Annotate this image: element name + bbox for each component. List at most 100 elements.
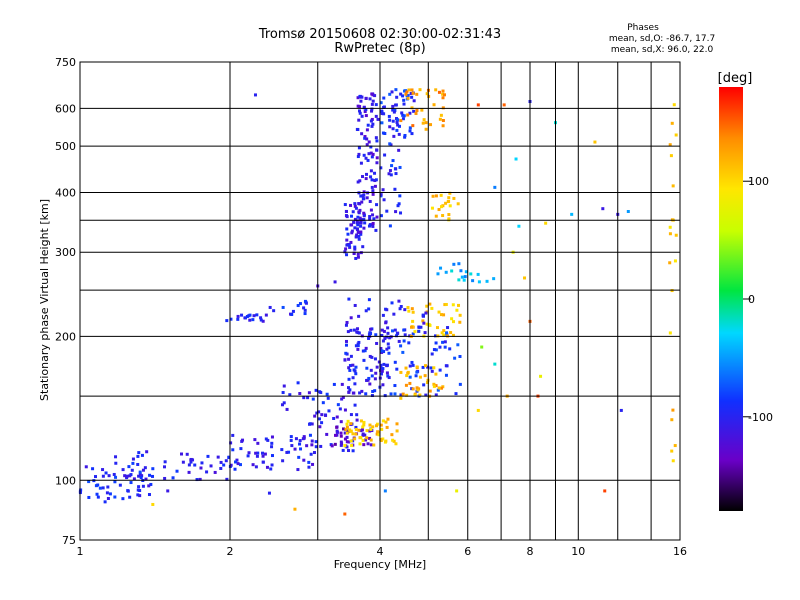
data-point [371, 224, 375, 228]
data-point [385, 371, 389, 375]
data-point [410, 360, 414, 364]
data-point [379, 214, 383, 218]
data-point [245, 314, 249, 318]
data-point [375, 148, 379, 152]
data-point [359, 429, 363, 433]
data-point [317, 410, 321, 414]
data-point [429, 366, 433, 370]
data-point [358, 208, 362, 212]
x-tick-label: 6 [464, 545, 471, 558]
data-point [387, 346, 391, 350]
data-point [251, 318, 255, 322]
data-point [427, 323, 431, 327]
data-point [140, 453, 144, 457]
data-point [345, 209, 349, 213]
data-point [137, 474, 141, 478]
data-point [375, 139, 379, 143]
data-point [402, 339, 406, 343]
data-point [434, 88, 438, 92]
data-point [444, 373, 448, 377]
data-point [344, 247, 348, 251]
data-point [523, 276, 527, 280]
data-point [368, 429, 372, 433]
data-point [355, 330, 359, 334]
data-point [386, 417, 390, 421]
data-point [371, 122, 375, 126]
data-point [387, 351, 391, 355]
data-point [193, 463, 197, 467]
data-point [224, 459, 228, 463]
data-point [424, 127, 428, 131]
data-point [140, 474, 144, 478]
data-point [362, 226, 366, 230]
data-point [364, 96, 368, 100]
data-point [391, 119, 395, 123]
data-point [436, 388, 440, 392]
data-point [363, 349, 367, 353]
data-point [384, 321, 388, 325]
data-point [402, 98, 406, 102]
data-point [363, 110, 367, 114]
data-point [387, 376, 391, 380]
data-point [344, 323, 348, 327]
data-point [449, 331, 453, 335]
data-point [352, 328, 356, 332]
data-point [233, 467, 237, 471]
data-point [439, 113, 443, 117]
data-point [411, 363, 415, 367]
data-point [381, 383, 385, 387]
data-point [375, 161, 379, 165]
data-point [354, 432, 358, 436]
data-point [281, 391, 285, 395]
data-point [396, 331, 400, 335]
data-point [355, 127, 359, 131]
data-point [376, 430, 380, 434]
data-point [668, 143, 672, 147]
data-point [362, 190, 366, 194]
data-point [361, 245, 365, 249]
colorbar-ticks: 100 0 -100 [743, 175, 773, 424]
data-point [364, 114, 368, 118]
data-point [391, 127, 395, 131]
data-point [375, 156, 379, 160]
data-point [366, 442, 370, 446]
data-point [357, 331, 361, 335]
data-point [118, 483, 122, 487]
data-point [407, 341, 411, 345]
data-point [338, 407, 342, 411]
data-point [426, 365, 430, 369]
data-point [668, 225, 672, 229]
colorbar-label: [deg] [718, 71, 753, 86]
data-point [422, 383, 426, 387]
data-point [451, 303, 455, 307]
data-point [370, 117, 374, 121]
data-point [330, 444, 334, 448]
data-point [393, 392, 397, 396]
data-point [343, 203, 347, 207]
data-point [267, 491, 271, 495]
data-point [434, 334, 438, 338]
data-point [345, 435, 349, 439]
data-point [439, 266, 443, 270]
data-point [443, 93, 447, 97]
data-point [143, 466, 147, 470]
data-point [383, 132, 387, 136]
data-point [389, 173, 393, 177]
data-point [136, 454, 140, 458]
y-axis-ticks: 75 100 200 300 400 500 600 750 [55, 56, 76, 547]
data-point [353, 217, 357, 221]
data-point [390, 164, 394, 168]
data-point [385, 347, 389, 351]
x-tick-label: 2 [227, 545, 234, 558]
data-point [364, 309, 368, 313]
data-point [346, 419, 350, 423]
data-point [251, 463, 255, 467]
data-point [397, 202, 401, 206]
data-point [399, 92, 403, 96]
data-point [403, 333, 407, 337]
data-point [360, 389, 364, 393]
data-point [424, 121, 428, 125]
data-point [379, 369, 383, 373]
data-point [366, 123, 370, 127]
